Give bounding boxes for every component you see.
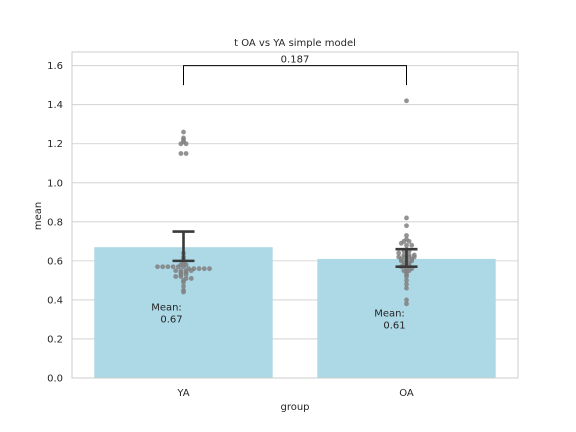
swarm-point [188,268,194,274]
swarm-point [404,233,409,238]
bar-mean-value: 0.67 [160,315,182,326]
swarm-point [155,264,160,270]
swarm-point [404,274,409,279]
x-axis-ticks: YA OA [176,388,414,399]
swarm-point [396,250,402,256]
swarm-point [398,240,404,246]
y-tick-label: 1.6 [47,61,63,72]
significance-label: 0.187 [281,55,310,66]
plot-frame [71,51,519,379]
swarm-point [406,238,412,244]
bar-mean-value: 0.61 [383,320,405,331]
x-tick-label: OA [399,388,414,399]
swarm-point [181,283,186,289]
swarm-point [404,301,409,307]
swarm-point [404,98,409,104]
y-tick-label: 1.2 [47,139,63,150]
y-axis-label: mean [33,202,44,230]
swarm-point [181,289,186,295]
y-tick-label: 1.4 [47,100,63,111]
swarm-point [178,151,184,156]
y-tick-label: 0.0 [47,374,63,385]
swarm-point [178,141,184,147]
swarm-point [183,151,189,156]
swarm-point [170,264,176,270]
bar-mean-label: Mean: [151,303,182,314]
bracket-line [183,65,407,86]
y-tick-label: 0.8 [47,217,63,228]
swarm-point [404,223,409,229]
significance-bracket: 0.187 [183,55,407,86]
y-axis-ticks: 0.0 0.2 0.4 0.6 0.8 1.0 1.2 1.4 1.6 [47,61,63,384]
swarm-point [178,274,184,279]
swarm-point [404,242,409,248]
swarm-point [201,266,207,272]
swarm-point [181,129,186,135]
swarm-point [165,264,171,270]
chart-title: t OA vs YA simple model [234,38,356,49]
swarm-point [196,266,202,272]
swarm-point [404,215,409,221]
swarm-point [183,272,189,277]
swarm-point [181,264,186,270]
swarm-point [181,279,186,285]
y-tick-label: 0.6 [47,256,63,267]
swarm-point [188,276,194,281]
swarm-point [173,268,179,274]
bar-mean-label: Mean: [374,308,405,319]
y-tick-label: 0.4 [47,295,63,306]
swarm-point [173,274,179,279]
swarm-point [160,264,166,270]
x-tick-label: YA [176,388,189,399]
swarm-point [404,285,409,291]
swarm-point [404,277,409,283]
swarm-point [404,297,409,303]
swarm-point [183,141,189,147]
swarm-point [175,264,181,270]
x-axis-label: group [280,402,309,413]
y-tick-label: 1.0 [47,178,63,189]
swarm-point [404,281,409,287]
error-bars [172,230,418,269]
swarm-point [409,242,415,248]
swarm-point [207,266,212,272]
y-tick-label: 0.2 [47,334,63,345]
